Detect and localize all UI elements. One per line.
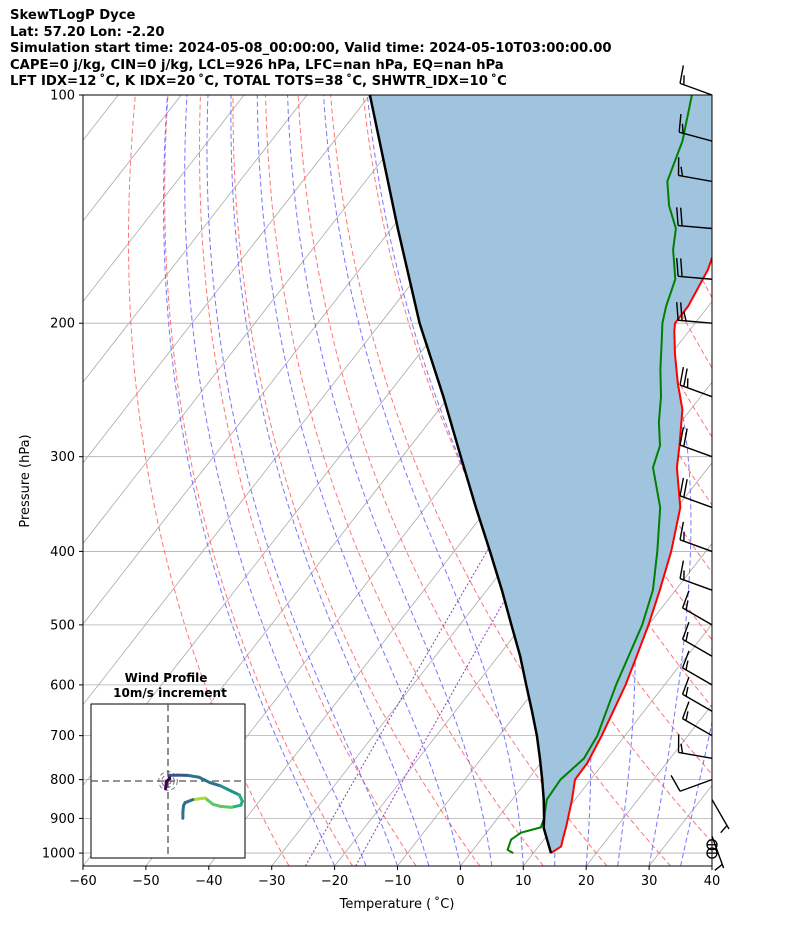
wind-barbs	[670, 65, 730, 871]
sounding-profiles	[368, 95, 712, 854]
hodograph-title: Wind Profile	[125, 671, 208, 685]
y-tick-label: 1000	[42, 847, 75, 862]
y-tick-label: 700	[50, 729, 75, 744]
y-tick-label: 400	[50, 545, 75, 560]
moist-adiabat	[184, 95, 367, 866]
wind-barb	[676, 301, 713, 324]
wind-barb	[678, 113, 713, 142]
stability-indices-2: LFT IDX=12 ˚C, K IDX=20 ˚C, TOTAL TOTS=3…	[10, 74, 507, 90]
isotherm	[83, 95, 371, 464]
temperature-profile	[550, 255, 712, 854]
dry-adiabat	[232, 95, 481, 866]
wind-barb	[679, 477, 713, 509]
moist-adiabat	[287, 95, 493, 866]
wind-barb	[679, 366, 713, 398]
moist-adiabat	[163, 95, 336, 866]
stability-indices-1: CAPE=0 j/kg, CIN=0 j/kg, LCL=926 hPa, LF…	[10, 57, 504, 73]
moist-adiabat	[711, 864, 712, 866]
wind-barb	[681, 676, 713, 712]
dry-adiabat	[128, 95, 290, 866]
dry-adiabat	[330, 95, 671, 866]
wind-barb	[679, 427, 713, 458]
moist-adiabat	[230, 95, 430, 866]
hodograph-segment	[219, 804, 234, 809]
moist-adiabat	[323, 95, 524, 866]
y-tick-label: 600	[50, 678, 75, 693]
hodograph-segment	[230, 803, 243, 809]
hodograph-segment	[219, 784, 234, 793]
isotherm	[83, 95, 434, 545]
wind-barb	[679, 65, 713, 96]
y-axis-label: Pressure (hPa)	[18, 434, 33, 527]
y-tick-label: 900	[50, 812, 75, 827]
isotherm	[711, 865, 712, 866]
wind-barb	[681, 701, 713, 737]
y-tick-label: 100	[50, 89, 75, 104]
x-tick-label: −60	[69, 874, 96, 889]
wind-barb	[677, 157, 713, 183]
wind-barb	[681, 590, 713, 626]
chart-header: SkewTLogP Dyce Lat: 57.20 Lon: -2.20 Sim…	[10, 8, 790, 91]
location-coordinates: Lat: 57.20 Lon: -2.20	[10, 24, 165, 40]
moist-adiabat	[256, 95, 461, 866]
x-tick-label: −40	[195, 874, 222, 889]
parcel-profile	[368, 95, 553, 854]
hodograph-segment	[203, 796, 215, 806]
x-tick-label: 10	[515, 874, 532, 889]
dry-adiabat	[754, 95, 794, 866]
chart-title: SkewTLogP Dyce	[10, 8, 136, 23]
y-tick-label: 500	[50, 618, 75, 633]
moist-adiabat	[206, 95, 398, 866]
hodograph-segment	[208, 781, 223, 788]
wind-barb	[670, 775, 713, 792]
wind-barb	[681, 621, 713, 657]
x-tick-label: −20	[321, 874, 348, 889]
simulation-times: Simulation start time: 2024-05-08_00:00:…	[10, 41, 612, 57]
x-tick-label: −30	[258, 874, 285, 889]
dry-adiabat	[721, 95, 794, 866]
x-tick-label: 30	[641, 874, 658, 889]
x-tick-label: 0	[456, 874, 464, 889]
x-tick-label: 40	[704, 874, 721, 889]
isotherm	[83, 95, 308, 383]
dry-adiabat	[265, 95, 544, 866]
hodograph-segment	[186, 773, 201, 779]
isotherm	[83, 95, 245, 303]
wind-barb	[711, 835, 725, 871]
wind-barb	[679, 521, 713, 553]
wind-barb	[676, 207, 713, 230]
cin-area-fill	[369, 95, 712, 854]
x-tick-label: −50	[132, 874, 159, 889]
wind-barb	[677, 734, 713, 760]
cape-cin-fill	[369, 95, 712, 854]
wind-barb	[681, 650, 713, 686]
x-tick-label: 20	[578, 874, 595, 889]
hodograph-inset: Wind Profile 10m/s increment	[90, 671, 246, 859]
axes: −60 −50 −40 −30 −20 −10 0 10 20 30 40 100 200 300 400 5…	[42, 89, 720, 890]
wind-barb	[711, 799, 730, 834]
dry-adiabat	[198, 95, 417, 866]
dry-adiabat	[362, 95, 712, 843]
isotherm	[397, 462, 712, 866]
x-axis-label: Temperature ( ˚C)	[339, 896, 455, 912]
y-tick-label: 300	[50, 450, 75, 465]
hodograph-subtitle: 10m/s increment	[113, 686, 227, 700]
isotherm	[585, 704, 712, 866]
y-tick-label: 200	[50, 317, 75, 332]
hodograph-segment	[197, 775, 212, 785]
y-tick-label: 800	[50, 773, 75, 788]
hodograph-segment	[191, 796, 207, 802]
wind-barb	[679, 560, 713, 591]
x-tick-label: −10	[384, 874, 411, 889]
wind-barb	[676, 258, 713, 280]
